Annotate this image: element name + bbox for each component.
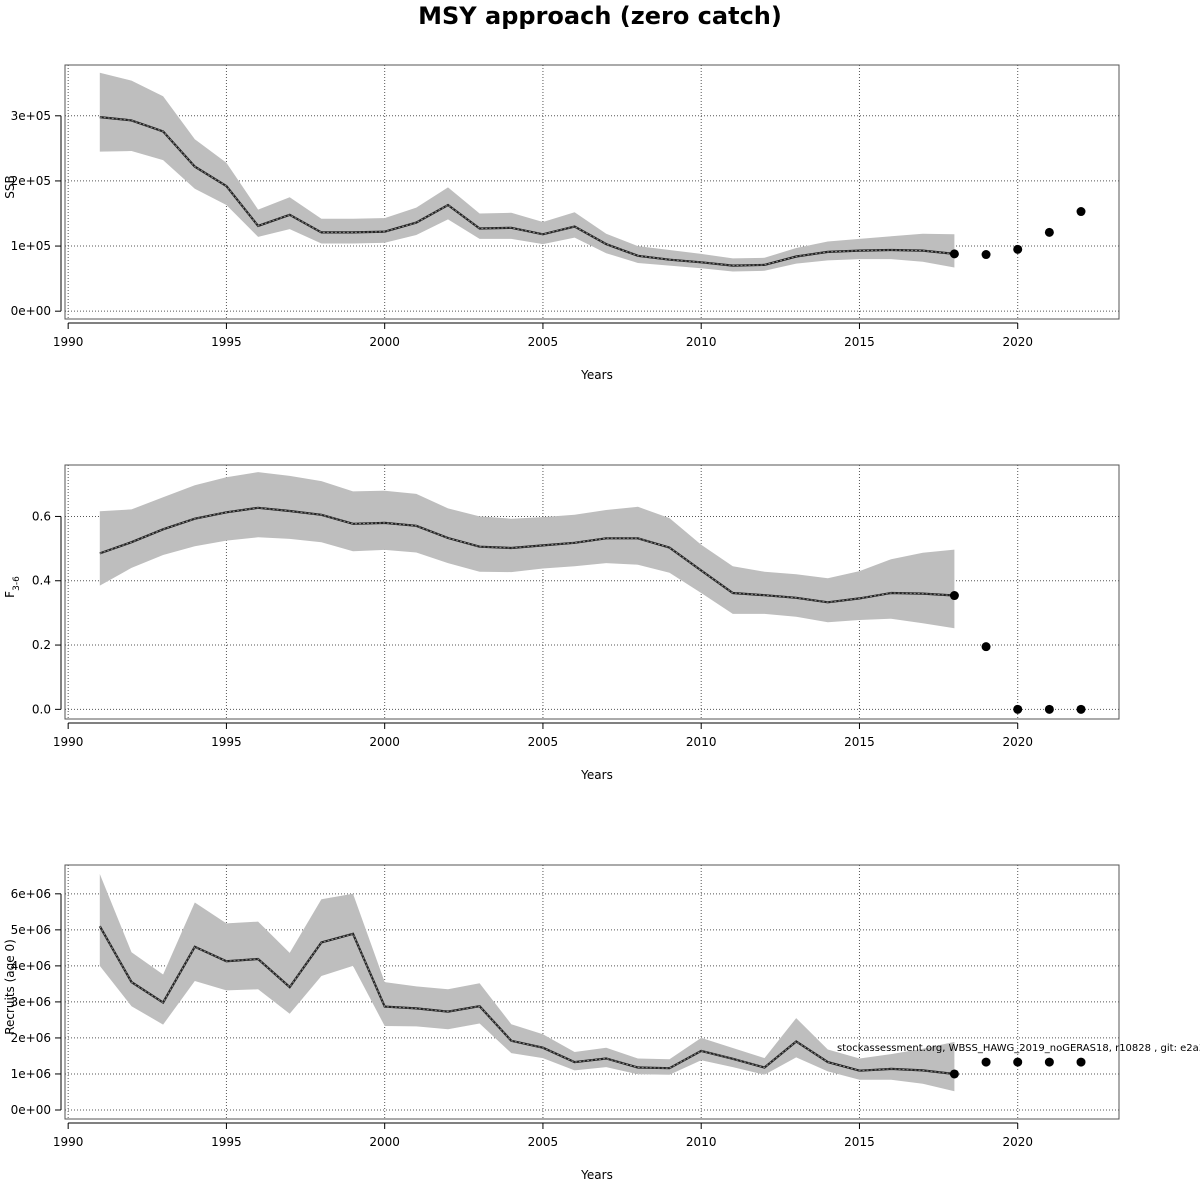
fbar-x-tick-label-3: 2005 — [528, 735, 559, 749]
recruits-y-tick-label-5: 5e+06 — [11, 923, 51, 937]
ssb-y-tick-label-2: 2e+05 — [11, 174, 51, 188]
recruits-x-tick-label-3: 2005 — [528, 1135, 559, 1149]
recruits-x-tick-label-2: 2000 — [369, 1135, 400, 1149]
ssb-x-tick-label-2: 2000 — [369, 335, 400, 349]
fbar-y-axis-label: F3-6 — [3, 576, 22, 598]
ssb-x-axis-label: Years — [580, 368, 613, 382]
recruits-x-tick-label-0: 1990 — [53, 1135, 84, 1149]
ssb-forecast-point-0 — [949, 249, 959, 259]
fbar-panel: 1990 1995 2000 2005 2010 2015 2020 Years 0.0 0.2 0… — [3, 464, 1120, 782]
ssb-x-tick-label-5: 2015 — [844, 335, 875, 349]
ssb-estimate-dotted-line — [99, 116, 955, 267]
ssb-forecast-point-1 — [981, 250, 991, 260]
ssb-x-tick-label-0: 1990 — [53, 335, 84, 349]
recruits-x-tick-label-6: 2020 — [1002, 1135, 1033, 1149]
recruits-panel: 1990 1995 2000 2005 2010 2015 2020 Years 0e+00 1e… — [3, 864, 1120, 1182]
fbar-y-tick-label-2: 0.4 — [32, 574, 51, 588]
ssb-forecast-point-2 — [1013, 244, 1023, 254]
recruits-x-tick-label-1: 1995 — [211, 1135, 242, 1149]
recruits-forecast-point-1 — [981, 1057, 991, 1067]
fbar-forecast-point-2 — [1013, 704, 1023, 714]
recruits-y-tick-label-3: 3e+06 — [11, 995, 51, 1009]
fbar-y-tick-label-0: 0.0 — [32, 702, 51, 716]
ssb-plot-box — [64, 64, 1120, 320]
recruits-plot-box — [64, 864, 1120, 1120]
fbar-confidence-band — [99, 472, 955, 629]
recruits-x-axis-label: Years — [580, 1168, 613, 1182]
recruits-y-tick-label-1: 1e+06 — [11, 1067, 51, 1081]
fbar-forecast-point-4 — [1076, 704, 1086, 714]
fbar-forecast-point-0 — [949, 591, 959, 601]
fbar-y-tick-label-1: 0.2 — [32, 638, 51, 652]
ssb-x-tick-label-4: 2010 — [686, 335, 717, 349]
fbar-forecast-point-1 — [981, 642, 991, 652]
ssb-x-tick-label-6: 2020 — [1002, 335, 1033, 349]
recruits-forecast-point-3 — [1044, 1057, 1054, 1067]
ssb-y-tick-label-1: 1e+05 — [11, 239, 51, 253]
ssb-x-tick-label-1: 1995 — [211, 335, 242, 349]
fbar-x-tick-label-2: 2000 — [369, 735, 400, 749]
recruits-estimate-dotted-line — [99, 925, 955, 1075]
recruits-forecast-point-0 — [949, 1069, 959, 1079]
recruits-y-tick-label-2: 2e+06 — [11, 1031, 51, 1045]
fbar-x-tick-label-5: 2015 — [844, 735, 875, 749]
recruits-forecast-point-2 — [1013, 1057, 1023, 1067]
fbar-x-tick-label-4: 2010 — [686, 735, 717, 749]
recruits-y-axis-label: Recruits (age 0) — [3, 939, 17, 1035]
ssb-y-tick-label-0: 0e+00 — [11, 304, 51, 318]
fbar-estimate-dotted-line — [99, 507, 955, 603]
ssb-x-tick-label-3: 2005 — [528, 335, 559, 349]
recruits-x-tick-label-4: 2010 — [686, 1135, 717, 1149]
fbar-plot-box — [64, 464, 1120, 720]
watermark-text: stockassessment.org, WBSS_HAWG_2019_noGE… — [837, 1043, 1200, 1054]
recruits-y-tick-label-4: 4e+06 — [11, 959, 51, 973]
chart-title: MSY approach (zero catch) — [418, 2, 782, 30]
fbar-x-tick-label-6: 2020 — [1002, 735, 1033, 749]
ssb-y-axis-label: SSB — [3, 175, 17, 198]
fbar-x-axis-label: Years — [580, 768, 613, 782]
recruits-x-tick-label-5: 2015 — [844, 1135, 875, 1149]
recruits-confidence-band — [99, 874, 955, 1092]
fbar-x-tick-label-1: 1995 — [211, 735, 242, 749]
ssb-panel: 1990 1995 2000 2005 2010 2015 2020 Years 0e+00 1e… — [3, 64, 1120, 382]
ssb-forecast-point-4 — [1076, 207, 1086, 217]
fbar-x-tick-label-0: 1990 — [53, 735, 84, 749]
recruits-forecast-point-4 — [1076, 1057, 1086, 1067]
recruits-y-tick-label-0: 0e+00 — [11, 1103, 51, 1117]
fbar-y-tick-label-3: 0.6 — [32, 509, 51, 523]
ssb-y-tick-label-3: 3e+05 — [11, 109, 51, 123]
ssb-confidence-band — [99, 72, 955, 272]
recruits-y-tick-label-6: 6e+06 — [11, 887, 51, 901]
ssb-forecast-point-3 — [1044, 227, 1054, 237]
fbar-forecast-point-3 — [1044, 704, 1054, 714]
